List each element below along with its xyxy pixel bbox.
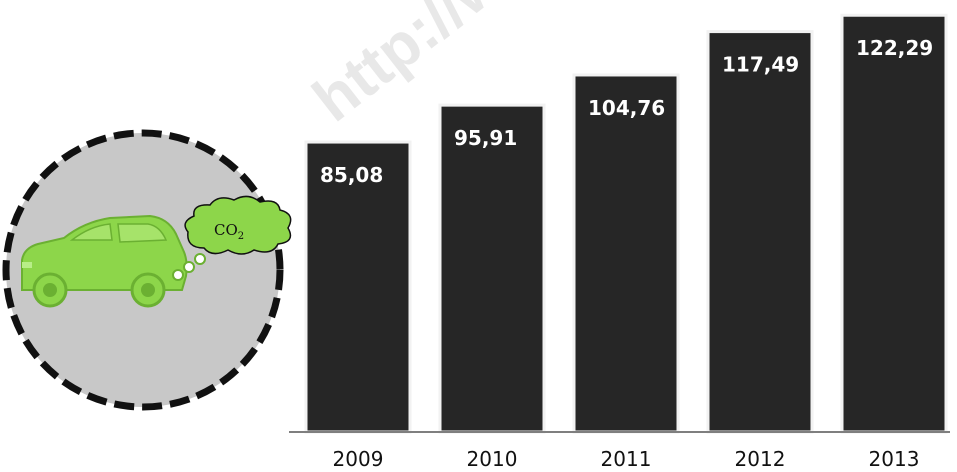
bar-2010 (438, 103, 546, 434)
bar-value-label-2013: 122,29 (856, 36, 933, 60)
bar-value-label-2010: 95,91 (454, 126, 517, 150)
x-tick-label-2012: 2012 (735, 447, 786, 471)
bar-2011 (572, 73, 680, 434)
co2-cloud-subscript: 2 (238, 231, 244, 242)
car-emission-illustration: CO2 (2, 129, 292, 411)
bar-2013 (840, 13, 948, 434)
bar-value-label-2009: 85,08 (320, 163, 383, 187)
co2-cloud-label: CO2 (214, 221, 244, 242)
x-tick-label-2009: 2009 (333, 447, 384, 471)
co2-cloud-main: CO (214, 221, 238, 239)
bar-value-label-2011: 104,76 (588, 96, 665, 120)
bar-series: 85,08 95,91 104,76 117,49 122,29 (304, 13, 948, 434)
exhaust-bubbles-icon (172, 253, 206, 281)
x-tick-label-2011: 2011 (601, 447, 652, 471)
bar-2009 (304, 140, 412, 434)
bar-value-label-2012: 117,49 (722, 53, 799, 77)
x-tick-label-2013: 2013 (869, 447, 920, 471)
x-axis-ticks: 2009 2010 2011 2012 2013 (333, 447, 920, 471)
x-tick-label-2010: 2010 (467, 447, 518, 471)
co2-cloud-icon: CO2 (184, 195, 292, 255)
bar-2012 (706, 30, 814, 434)
